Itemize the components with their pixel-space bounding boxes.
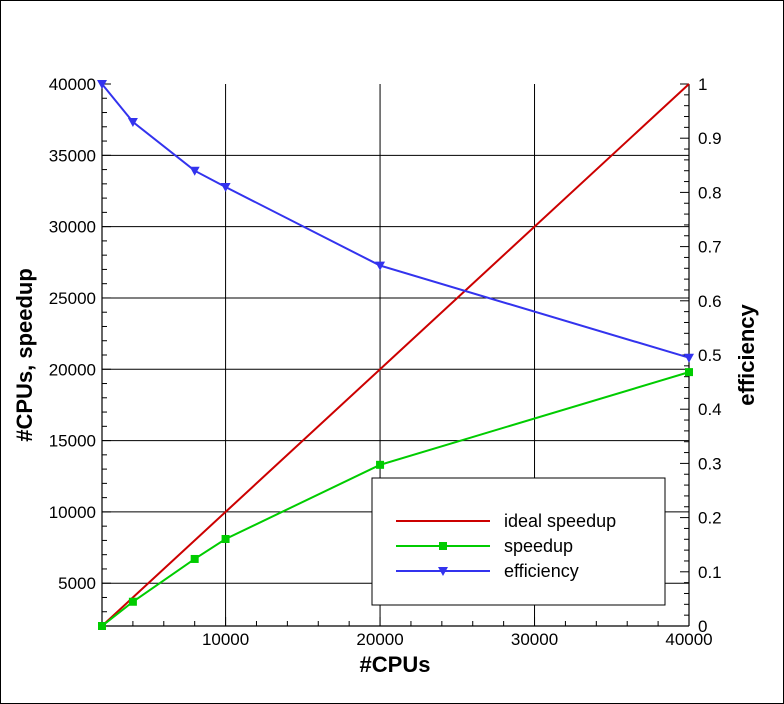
legend-label-efficiency: efficiency: [504, 561, 579, 581]
data-point-speedup: [98, 622, 106, 630]
y-left-tick-label: 40000: [49, 75, 96, 94]
y-right-tick-label: 0.6: [698, 292, 722, 311]
legend-label-ideal-speedup: ideal speedup: [504, 511, 616, 531]
series-line-efficiency: [101, 83, 690, 359]
data-point-efficiency: [684, 353, 694, 363]
y-right-tick-label: 0.4: [698, 400, 722, 419]
data-point-speedup: [221, 534, 230, 543]
data-point-efficiency: [220, 182, 231, 192]
data-point-speedup: [190, 554, 199, 563]
x-axis-title: #CPUs: [360, 652, 431, 677]
data-point-speedup: [685, 368, 693, 377]
y-right-tick-label: 0.3: [698, 454, 722, 473]
y-left-tick-label: 30000: [49, 218, 96, 237]
y-left-tick-label: 20000: [49, 360, 96, 379]
y-axis-left-title: #CPUs, speedup: [12, 268, 37, 442]
data-point-speedup: [128, 597, 137, 606]
data-point-speedup: [376, 460, 385, 469]
y-right-tick-label: 0.7: [698, 238, 722, 257]
series-line-ideal-speedup: [101, 83, 690, 627]
y-right-tick-label: 0.1: [698, 563, 722, 582]
y-axis-right-title: efficiency: [734, 303, 759, 405]
y-right-tick-label: 1: [698, 75, 707, 94]
y-right-tick-label: 0.9: [698, 129, 722, 148]
x-tick-label: 10000: [202, 630, 249, 649]
y-left-tick-label: 25000: [49, 289, 96, 308]
series-layer: [97, 80, 694, 630]
legend-marker-speedup: [439, 542, 447, 550]
legend-label-speedup: speedup: [504, 536, 573, 556]
legend-box: [371, 477, 666, 606]
y-right-tick-label: 0.8: [698, 183, 722, 202]
data-point-efficiency: [97, 80, 107, 89]
y-left-tick-label: 5000: [58, 574, 96, 593]
data-point-efficiency: [375, 261, 386, 271]
axis-layer: 10000 20000 30000 40000 5000 10000 15000 20000 2…: [49, 75, 722, 649]
y-left-tick-label: 15000: [49, 432, 96, 451]
data-point-efficiency: [189, 166, 200, 176]
legend-marker-efficiency: [438, 567, 448, 576]
y-left-tick-label: 35000: [49, 146, 96, 165]
y-right-tick-label: 0: [698, 617, 707, 636]
x-tick-label: 40000: [665, 630, 712, 649]
legend: ideal speedup speedup efficiency: [371, 477, 666, 606]
y-right-tick-label: 0.2: [698, 509, 722, 528]
data-point-efficiency: [127, 117, 138, 127]
series-line-speedup: [101, 371, 690, 627]
x-tick-label: 20000: [356, 630, 403, 649]
y-left-tick-label: 10000: [49, 503, 96, 522]
y-right-tick-label: 0.5: [698, 346, 722, 365]
x-tick-label: 30000: [511, 630, 558, 649]
